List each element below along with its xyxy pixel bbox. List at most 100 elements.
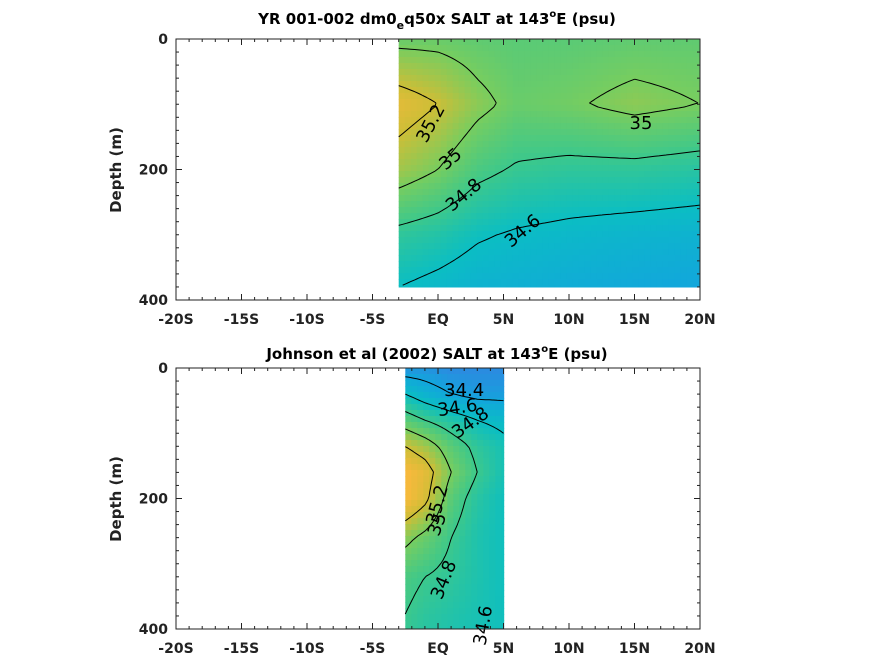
heat-cell (644, 243, 652, 250)
heat-cell (506, 141, 514, 148)
heat-cell (692, 135, 700, 142)
heat-cell (680, 123, 688, 130)
heat-cell (410, 189, 418, 196)
heat-cell (572, 117, 580, 124)
heat-cell (656, 63, 664, 70)
heat-cell (489, 416, 496, 423)
heat-cell (410, 243, 418, 250)
heat-cell (638, 171, 646, 178)
heat-cell (452, 45, 460, 52)
heat-cell (536, 231, 544, 238)
panel-2-salinity-field (405, 368, 505, 629)
heat-cell (465, 626, 472, 629)
heat-cell (668, 237, 676, 244)
heat-cell (698, 63, 700, 70)
heat-cell (608, 123, 616, 130)
heat-cell (572, 165, 580, 172)
heat-cell (662, 177, 670, 184)
heat-cell (459, 464, 466, 471)
heat-cell (596, 237, 604, 244)
heat-cell (428, 171, 436, 178)
heat-cell (441, 590, 448, 597)
heat-cell (447, 554, 454, 561)
heat-cell (459, 470, 466, 477)
heat-cell (452, 267, 460, 274)
heat-cell (602, 45, 610, 52)
heat-cell (554, 111, 562, 118)
heat-cell (548, 93, 556, 100)
heat-cell (530, 141, 538, 148)
heat-cell (680, 111, 688, 118)
heat-cell (416, 267, 424, 274)
heat-cell (626, 63, 634, 70)
heat-cell (662, 273, 670, 280)
heat-cell (435, 488, 442, 495)
heat-cell (405, 578, 412, 585)
heat-cell (518, 195, 526, 202)
heat-cell (410, 99, 418, 106)
heat-cell (626, 171, 634, 178)
heat-cell (477, 404, 484, 411)
heat-cell (495, 464, 502, 471)
heat-cell (500, 153, 508, 160)
heat-cell (452, 255, 460, 262)
heat-cell (608, 207, 616, 214)
heat-cell (656, 267, 664, 274)
heat-cell (686, 177, 694, 184)
heat-cell (501, 614, 505, 621)
heat-cell (465, 506, 472, 513)
heat-cell (650, 93, 658, 100)
heat-cell (488, 153, 496, 160)
heat-cell (404, 153, 412, 160)
heat-cell (650, 189, 658, 196)
heat-cell (476, 93, 484, 100)
heat-cell (470, 201, 478, 208)
heat-cell (524, 135, 532, 142)
heat-cell (614, 51, 622, 58)
heat-cell (692, 213, 700, 220)
heat-cell (500, 219, 508, 226)
heat-cell (680, 51, 688, 58)
heat-cell (411, 464, 418, 471)
heat-cell (686, 159, 694, 166)
heat-cell (578, 267, 586, 274)
heat-cell (602, 87, 610, 94)
heat-cell (452, 219, 460, 226)
heat-cell (422, 129, 430, 136)
heat-cell (566, 141, 574, 148)
heat-cell (495, 548, 502, 555)
heat-cell (518, 39, 526, 46)
heat-cell (566, 261, 574, 268)
heat-cell (458, 273, 466, 280)
heat-cell (464, 195, 472, 202)
heat-cell (524, 225, 532, 232)
heat-cell (650, 255, 658, 262)
heat-cell (668, 51, 676, 58)
heat-cell (626, 159, 634, 166)
heat-cell (470, 147, 478, 154)
heat-cell (398, 135, 406, 142)
x-tick-label: -10S (289, 312, 324, 328)
heat-cell (674, 171, 682, 178)
heat-cell (530, 243, 538, 250)
heat-cell (530, 117, 538, 124)
heat-cell (471, 620, 478, 627)
heat-cell (686, 39, 694, 46)
heat-cell (416, 261, 424, 268)
heat-cell (596, 135, 604, 142)
heat-cell (434, 273, 442, 280)
heat-cell (698, 147, 700, 154)
heat-cell (578, 129, 586, 136)
heat-cell (417, 428, 424, 435)
heat-cell (572, 39, 580, 46)
heat-cell (698, 189, 700, 196)
heat-cell (434, 81, 442, 88)
heat-cell (560, 195, 568, 202)
heat-cell (530, 207, 538, 214)
heat-cell (477, 542, 484, 549)
heat-cell (614, 213, 622, 220)
heat-cell (465, 458, 472, 465)
heat-cell (644, 249, 652, 256)
heat-cell (566, 207, 574, 214)
heat-cell (446, 123, 454, 130)
